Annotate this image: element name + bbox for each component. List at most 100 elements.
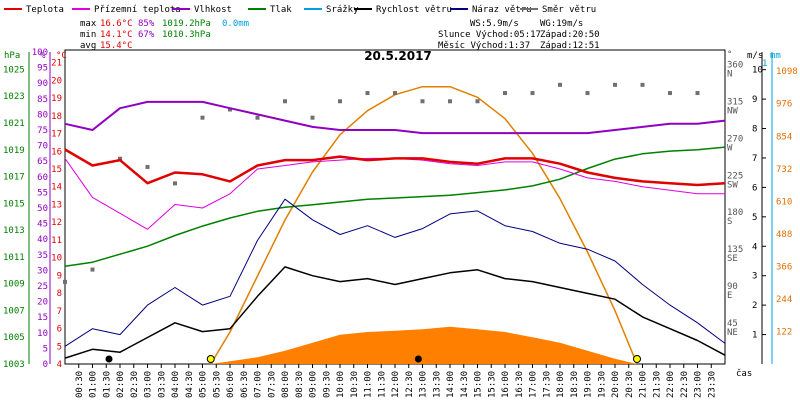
legend-label-rychlost: Rychlost větru — [376, 5, 452, 15]
time-tick-label: 14:00 — [446, 371, 456, 398]
time-tick-label: 13:00 — [419, 371, 429, 398]
sun-marker-sun_set — [633, 355, 641, 363]
solar-measured-area — [210, 326, 637, 364]
pct-tick-label: 45 — [37, 220, 48, 230]
info-block: WS:5.9m/s WG:19m/s Slunce Východ:05:17 Z… — [438, 19, 600, 51]
info-wg: WG:19m/s — [540, 19, 583, 29]
hpa-tick-label: 1003 — [3, 360, 25, 370]
hpa-tick-label: 1009 — [3, 280, 25, 290]
time-tick-label: 03:30 — [157, 371, 167, 398]
pct-tick-label: 40 — [37, 235, 48, 245]
dir-tick-label: 45 — [727, 319, 738, 329]
dir-tick-label: 225 — [727, 171, 743, 181]
time-tick-label: 05:00 — [199, 371, 209, 398]
stats-min-press: 1010.3hPa — [162, 30, 211, 40]
time-tick-label: 06:30 — [240, 371, 250, 398]
hpa-tick-label: 1019 — [3, 146, 25, 156]
stats-avg-label: avg — [80, 41, 96, 51]
solar-tick-label: 488 — [776, 230, 792, 240]
temp-tick-label: 21 — [51, 59, 62, 69]
dir-tick-label: 180 — [727, 208, 743, 218]
pct-tick-label: 15 — [37, 313, 48, 323]
legend-label-smer: Směr větru — [542, 5, 596, 15]
solar-tick-label: 366 — [776, 262, 792, 272]
moon-marker-moon_rise — [105, 355, 113, 363]
temp-tick-label: 19 — [51, 94, 62, 104]
time-tick-label: 18:00 — [556, 371, 566, 398]
solar-tick-label: 122 — [776, 327, 792, 337]
time-tick-label: 10:00 — [336, 371, 346, 398]
pct-tick-label: 60 — [37, 173, 48, 183]
wind-direction-point — [63, 279, 67, 284]
pct-tick-label: 10 — [37, 329, 48, 339]
wind-direction-point — [393, 91, 397, 96]
dir-tick-compass: S — [727, 217, 732, 227]
wind-direction-point — [255, 115, 260, 120]
time-tick-label: 21:30 — [652, 371, 662, 398]
axis-label-dir: ° — [727, 50, 732, 60]
hpa-tick-label: 1023 — [3, 92, 25, 102]
humidity-line — [64, 100, 726, 135]
time-tick-label: 09:30 — [322, 371, 332, 398]
dir-tick-label: 135 — [727, 245, 743, 255]
wind-direction-point — [283, 99, 287, 104]
time-tick-label: 04:00 — [171, 371, 181, 398]
pct-tick-label: 50 — [37, 204, 48, 214]
ms-tick-label: 8 — [752, 125, 757, 135]
temp-tick-label: 14 — [51, 183, 62, 193]
dir-tick-label: 315 — [727, 97, 743, 107]
time-tick-label: 17:30 — [542, 371, 552, 398]
solar-clear-sky-line — [210, 85, 638, 365]
temp-tick-label: 12 — [51, 218, 62, 228]
plot-area — [63, 82, 726, 365]
time-tick-label: 22:00 — [666, 371, 676, 398]
time-tick-label: 20:00 — [611, 371, 621, 398]
time-tick-label: 15:30 — [487, 371, 497, 398]
wind-direction-point — [365, 91, 370, 96]
pct-tick-label: 100 — [32, 48, 48, 58]
hpa-tick-label: 1025 — [3, 65, 25, 75]
legend-label-srazky: Srážky — [326, 5, 359, 15]
temp-tick-label: 7 — [57, 307, 62, 317]
time-tick-label: 09:00 — [309, 371, 319, 398]
stats-min-hum: 67% — [138, 30, 155, 40]
time-tick-label: 03:00 — [144, 371, 154, 398]
solar-tick-label: 1098 — [776, 67, 798, 77]
stats-max-label: max — [80, 19, 97, 29]
pct-tick-label: 90 — [37, 79, 48, 89]
time-tick-label: 07:30 — [267, 371, 277, 398]
temperature-line — [64, 148, 726, 187]
ms-tick-label: 6 — [752, 183, 757, 193]
legend-label-naraz: Náraz větru — [472, 5, 532, 15]
axis-label-hpa: hPa — [4, 51, 20, 61]
pct-tick-label: 30 — [37, 266, 48, 276]
legend-label-vlhkost: Vlhkost — [194, 5, 232, 15]
dir-tick-label: 90 — [727, 282, 738, 292]
time-tick-label: 21:00 — [639, 371, 649, 398]
wind-direction-point — [90, 267, 95, 272]
wind-speed-line — [64, 266, 726, 359]
time-tick-label: 04:30 — [185, 371, 195, 398]
moon-marker-moon_set — [414, 355, 422, 363]
pct-tick-label: 0 — [43, 360, 48, 370]
temp-tick-label: 11 — [51, 236, 62, 246]
info-moon: Měsíc Východ:1:37 — [438, 41, 530, 51]
time-tick-label: 08:00 — [281, 371, 291, 398]
wind-direction-point — [145, 164, 150, 169]
hpa-tick-label: 1015 — [3, 199, 25, 209]
ms-tick-label: 5 — [752, 213, 757, 223]
wind-direction-point — [173, 181, 177, 186]
temp-tick-label: 13 — [51, 200, 62, 210]
pct-tick-label: 70 — [37, 142, 48, 152]
axis-label-mm: mm — [770, 51, 781, 61]
solar-tick-label: 610 — [776, 197, 792, 207]
pct-tick-label: 20 — [37, 298, 48, 308]
ms-tick-label: 1 — [752, 331, 757, 341]
wind-direction-point — [695, 91, 700, 96]
ms-tick-label: 9 — [752, 95, 757, 105]
pct-tick-label: 95 — [37, 64, 48, 74]
time-axis: 00:30 01:00 01:30 02:00 02:30 03:00 03:30 04:00… — [75, 364, 717, 398]
axis-label-ms: m/s — [747, 51, 763, 61]
